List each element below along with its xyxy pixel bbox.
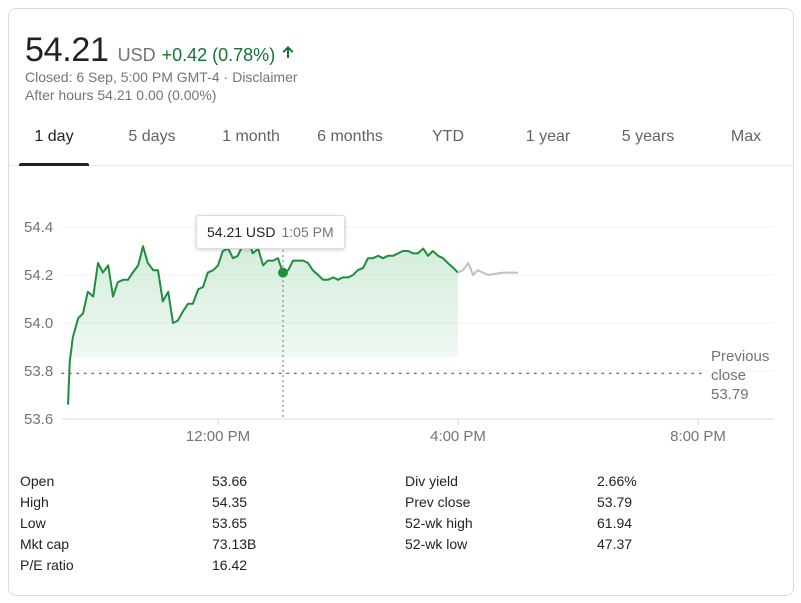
stat-label: 52-wk low xyxy=(405,536,468,552)
stat-label: 52-wk high xyxy=(405,515,473,531)
active-tab-indicator xyxy=(19,163,89,166)
stats-table-right: Div yield 2.66% Prev close 53.79 52-wk hig… xyxy=(405,473,765,557)
stat-row-pe-ratio: P/E ratio 16.42 xyxy=(20,557,380,578)
stat-label: Div yield xyxy=(405,473,458,489)
range-tabs: 1 day 5 days 1 month 6 months YTD 1 year… xyxy=(9,117,793,166)
stat-value: 73.13B xyxy=(212,536,257,552)
stat-row-high: High 54.35 xyxy=(20,494,380,515)
stat-row-52-wk-high: 52-wk high 61.94 xyxy=(405,515,765,536)
stat-label: Open xyxy=(20,473,55,489)
x-tick-label: 8:00 PM xyxy=(670,428,726,445)
stat-label: High xyxy=(20,494,49,510)
stat-row-prev-close: Prev close 53.79 xyxy=(405,494,765,515)
stat-value: 61.94 xyxy=(597,515,633,531)
stat-label: Low xyxy=(20,515,46,531)
price-chart-svg: 54.4 54.2 54.0 53.8 53.6 12:00 PM 4:00 PM 8:00 … xyxy=(24,219,774,445)
stat-value: 53.66 xyxy=(212,473,248,489)
tab-6-months[interactable]: 6 months xyxy=(309,117,391,165)
stat-row-div-yield: Div yield 2.66% xyxy=(405,473,765,494)
after-hours-info: After hours 54.21 0.00 (0.00%) xyxy=(25,87,217,103)
stat-value: 54.35 xyxy=(212,494,248,510)
stat-value: 2.66% xyxy=(597,473,637,489)
separator: · xyxy=(223,69,229,85)
tab-label: Max xyxy=(730,128,762,145)
stat-value: 47.37 xyxy=(597,536,633,552)
tab-label: 1 year xyxy=(525,128,571,145)
hover-marker xyxy=(277,267,288,278)
tab-1-month[interactable]: 1 month xyxy=(213,117,289,165)
tooltip-time: 1:05 PM xyxy=(281,224,334,240)
tab-label: 5 years xyxy=(621,128,675,145)
y-tick-label: 54.2 xyxy=(24,267,53,284)
stat-value: 16.42 xyxy=(212,557,248,573)
tab-5-years[interactable]: 5 years xyxy=(613,117,683,165)
tab-5-days[interactable]: 5 days xyxy=(117,117,187,165)
tab-1-year[interactable]: 1 year xyxy=(517,117,579,165)
disclaimer-link[interactable]: Disclaimer xyxy=(232,69,298,85)
y-tick-label: 54.0 xyxy=(24,315,53,332)
tab-label: 1 month xyxy=(222,128,280,145)
price-area-fill xyxy=(68,239,458,405)
tooltip-price: 54.21 USD xyxy=(207,224,276,240)
stat-row-open: Open 53.66 xyxy=(20,473,380,494)
y-tick-label: 53.6 xyxy=(24,411,53,428)
x-tick-label: 12:00 PM xyxy=(186,428,250,445)
y-tick-label: 53.8 xyxy=(24,363,53,380)
stat-row-low: Low 53.65 xyxy=(20,515,380,536)
tab-label: 6 months xyxy=(317,128,383,145)
current-price: 54.21 xyxy=(25,31,109,69)
tab-label: 1 day xyxy=(34,128,74,145)
stats-table-left: Open 53.66 High 54.35 Low 53.65 Mkt cap 73.1… xyxy=(20,473,380,578)
stat-row-mkt-cap: Mkt cap 73.13B xyxy=(20,536,380,557)
price-line xyxy=(67,238,459,405)
currency-code: USD xyxy=(117,45,156,65)
arrow-up-icon xyxy=(282,46,294,58)
stat-row-52-wk-low: 52-wk low 47.37 xyxy=(405,536,765,557)
stat-label: Prev close xyxy=(405,494,471,510)
tab-label: 5 days xyxy=(128,128,176,145)
after-hours-line xyxy=(457,262,518,276)
price-chart[interactable]: 54.4 54.2 54.0 53.8 53.6 12:00 PM 4:00 PM 8:00 … xyxy=(0,200,801,460)
x-tick-label: 4:00 PM xyxy=(430,428,486,445)
hover-tooltip: 54.21 USD 1:05 PM xyxy=(196,215,345,249)
stat-value: 53.65 xyxy=(212,515,248,531)
closed-info: Closed: 6 Sep, 5:00 PM GMT-4 · Disclaimer xyxy=(25,69,298,85)
price-row: 54.21 USD +0.42 (0.78%) xyxy=(25,31,296,71)
stat-label: P/E ratio xyxy=(20,557,74,573)
closed-text: Closed: 6 Sep, 5:00 PM GMT-4 xyxy=(25,69,220,85)
tab-1-day[interactable]: 1 day xyxy=(19,117,89,166)
tab-ytd[interactable]: YTD xyxy=(421,117,475,165)
previous-close-label: Previous xyxy=(711,348,769,365)
y-tick-label: 54.4 xyxy=(24,219,53,236)
previous-close-label: close xyxy=(711,367,746,384)
price-change: +0.42 (0.78%) xyxy=(161,45,276,65)
tab-label: YTD xyxy=(432,128,464,145)
previous-close-value: 53.79 xyxy=(711,386,749,403)
stat-value: 53.79 xyxy=(597,494,633,510)
tab-max[interactable]: Max xyxy=(721,117,771,165)
stat-label: Mkt cap xyxy=(20,536,70,552)
